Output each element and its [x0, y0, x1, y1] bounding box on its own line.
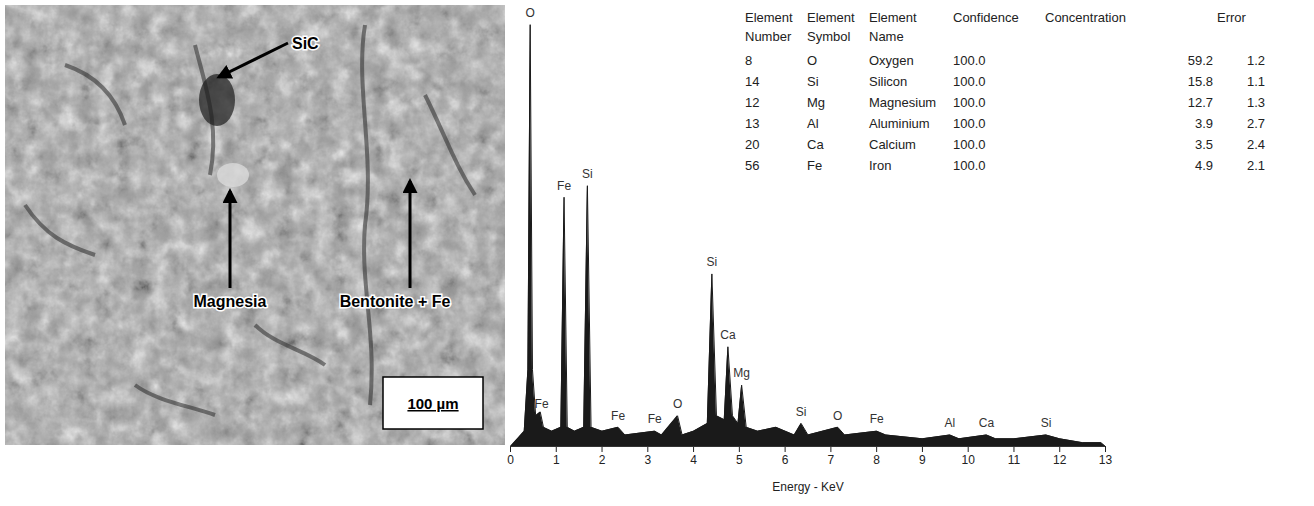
svg-text:Fe: Fe	[535, 397, 549, 411]
svg-text:5: 5	[736, 453, 743, 467]
html-text:100.0: 100.0	[953, 116, 986, 131]
svg-text:3: 3	[644, 453, 651, 467]
html-text:1.3: 1.3	[1246, 95, 1265, 110]
html-text:Error: Error	[1217, 10, 1246, 25]
svg-text:O: O	[673, 397, 682, 411]
html-text:100.0: 100.0	[953, 74, 986, 89]
svg-text:Si: Si	[796, 405, 807, 419]
html-text:2.7: 2.7	[1246, 116, 1265, 131]
html-text:Oxygen: Oxygen	[869, 53, 914, 68]
svg-text:O: O	[833, 409, 842, 423]
svg-text:Ca: Ca	[979, 416, 995, 430]
svg-text:Si: Si	[582, 167, 593, 181]
html-text:2.1: 2.1	[1246, 158, 1265, 173]
svg-text:Bentonite + Fe: Bentonite + Fe	[340, 293, 451, 310]
html-text:12.7: 12.7	[1187, 95, 1213, 110]
html-text:3.9: 3.9	[1194, 116, 1213, 131]
html-text:100.0: 100.0	[953, 95, 986, 110]
svg-text:100 µm: 100 µm	[407, 395, 458, 412]
html-text:8: 8	[745, 53, 753, 68]
svg-text:O: O	[526, 6, 535, 20]
svg-text:Fe: Fe	[557, 179, 571, 193]
html-text:20: 20	[745, 137, 760, 152]
svg-text:Fe: Fe	[870, 412, 884, 426]
html-text:12: 12	[745, 95, 760, 110]
html-text:14: 14	[745, 74, 760, 89]
html-text:59.2: 59.2	[1187, 53, 1213, 68]
html-text:Al: Al	[807, 116, 819, 131]
svg-text:13: 13	[1099, 453, 1113, 467]
svg-text:Si: Si	[1041, 416, 1052, 430]
html-text:Fe: Fe	[807, 158, 823, 173]
html-text:Confidence: Confidence	[953, 10, 1019, 25]
svg-text:11: 11	[1008, 453, 1021, 467]
html-text:15.8: 15.8	[1187, 74, 1213, 89]
html-text:Mg: Mg	[807, 95, 826, 110]
html-text:Concentration: Concentration	[1045, 10, 1126, 25]
html-text:2.4: 2.4	[1246, 137, 1265, 152]
svg-text:4: 4	[690, 453, 697, 467]
html-text:100.0: 100.0	[953, 53, 986, 68]
svg-text:Fe: Fe	[648, 412, 662, 426]
html-text:100.0: 100.0	[953, 158, 986, 173]
svg-text:SiC: SiC	[292, 35, 319, 52]
svg-text:Fe: Fe	[611, 409, 625, 423]
svg-text:8: 8	[873, 453, 880, 467]
html-text:3.5: 3.5	[1194, 137, 1213, 152]
svg-text:Si: Si	[707, 255, 718, 269]
html-text:Iron: Iron	[869, 158, 892, 173]
svg-text:12: 12	[1053, 453, 1067, 467]
svg-text:9: 9	[919, 453, 926, 467]
html-text:Si: Si	[807, 74, 819, 89]
html-text:Calcium: Calcium	[869, 137, 916, 152]
svg-text:Magnesia: Magnesia	[194, 293, 267, 310]
html-text:100.0: 100.0	[953, 137, 986, 152]
html-text:Element Number: Element Number	[745, 10, 793, 44]
svg-text:Ca: Ca	[720, 328, 736, 342]
svg-text:7: 7	[828, 453, 835, 467]
html-text:Element Symbol: Element Symbol	[807, 10, 855, 44]
html-text:Silicon: Silicon	[869, 74, 908, 89]
svg-text:6: 6	[782, 453, 789, 467]
svg-text:10: 10	[962, 453, 976, 467]
html-text:1.1: 1.1	[1246, 74, 1265, 89]
html-text:Element Name: Element Name	[869, 10, 917, 44]
svg-text:1: 1	[553, 453, 560, 467]
svg-text:Energy - KeV: Energy - KeV	[772, 480, 843, 494]
html-text:Ca: Ca	[807, 137, 824, 152]
html-text:Magnesium: Magnesium	[869, 95, 937, 110]
html-text:O: O	[807, 53, 818, 68]
html-text:13: 13	[745, 116, 760, 131]
html-text:1.2: 1.2	[1246, 53, 1265, 68]
html-text:4.9: 4.9	[1194, 158, 1213, 173]
svg-text:Mg: Mg	[733, 366, 750, 380]
html-text:56: 56	[745, 158, 760, 173]
html-text:Aluminium: Aluminium	[869, 116, 930, 131]
svg-text:Al: Al	[945, 416, 956, 430]
svg-text:0: 0	[507, 453, 514, 467]
svg-text:2: 2	[599, 453, 606, 467]
